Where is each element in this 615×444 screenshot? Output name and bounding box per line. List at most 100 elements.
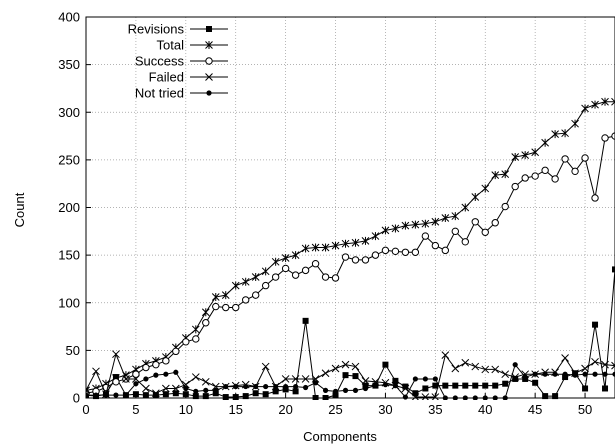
data-point bbox=[402, 383, 409, 390]
data-point bbox=[143, 376, 149, 382]
data-point bbox=[192, 393, 199, 400]
x-tick-label: 45 bbox=[528, 402, 542, 417]
data-point bbox=[601, 360, 609, 369]
y-tick-label: 200 bbox=[58, 200, 80, 215]
series-line bbox=[86, 269, 615, 399]
data-point bbox=[461, 358, 470, 367]
data-point bbox=[491, 171, 500, 180]
data-point bbox=[243, 383, 249, 390]
data-point bbox=[211, 293, 220, 302]
data-point bbox=[442, 382, 449, 389]
x-tick-label: 25 bbox=[328, 402, 342, 417]
data-point bbox=[341, 360, 350, 369]
data-point bbox=[113, 392, 119, 398]
data-point bbox=[293, 383, 299, 390]
data-point bbox=[402, 394, 408, 400]
data-point bbox=[591, 194, 599, 202]
legend-label: Success bbox=[135, 54, 185, 69]
series-success bbox=[86, 132, 615, 397]
data-point bbox=[532, 379, 539, 386]
data-point bbox=[441, 213, 450, 222]
data-point bbox=[132, 375, 140, 383]
data-point bbox=[162, 357, 170, 365]
data-point bbox=[522, 374, 528, 380]
data-point bbox=[161, 384, 170, 393]
data-point bbox=[411, 393, 420, 400]
data-point bbox=[282, 386, 289, 393]
data-point bbox=[481, 184, 490, 193]
y-tick-label: 100 bbox=[58, 295, 80, 310]
data-point bbox=[201, 308, 210, 317]
data-point bbox=[271, 257, 280, 266]
data-point bbox=[263, 383, 269, 390]
data-point bbox=[203, 387, 209, 393]
data-point bbox=[172, 347, 180, 356]
x-tick-label: 20 bbox=[278, 402, 292, 417]
data-point bbox=[311, 243, 320, 252]
series-failed bbox=[86, 350, 615, 400]
y-tick-label: 50 bbox=[66, 343, 80, 358]
legend-swatch-marker bbox=[205, 73, 213, 81]
legend-label: Failed bbox=[149, 70, 184, 85]
data-point bbox=[142, 392, 149, 399]
data-point bbox=[521, 151, 530, 160]
data-point bbox=[92, 367, 100, 376]
data-point bbox=[382, 361, 389, 368]
legend-swatch-marker bbox=[205, 41, 213, 49]
x-tick-label: 0 bbox=[82, 402, 89, 417]
data-point bbox=[612, 266, 615, 273]
x-tick-label: 30 bbox=[378, 402, 392, 417]
data-point bbox=[461, 238, 469, 246]
data-point bbox=[322, 387, 329, 393]
data-point bbox=[511, 153, 520, 162]
data-point bbox=[201, 377, 210, 386]
data-point bbox=[192, 335, 200, 343]
legend-swatch-marker bbox=[206, 90, 212, 96]
data-point bbox=[582, 385, 589, 392]
y-tick-label: 350 bbox=[58, 57, 80, 72]
data-point bbox=[171, 384, 180, 393]
data-point bbox=[352, 387, 359, 393]
data-point bbox=[552, 393, 559, 400]
data-point bbox=[142, 384, 150, 393]
data-point bbox=[502, 380, 509, 387]
data-point bbox=[302, 317, 309, 324]
data-point bbox=[142, 363, 150, 372]
data-point bbox=[132, 391, 139, 398]
data-point bbox=[381, 226, 390, 235]
legend-swatch-marker bbox=[206, 26, 212, 32]
y-tick-label: 300 bbox=[58, 105, 80, 120]
data-point bbox=[291, 251, 300, 260]
grid bbox=[86, 17, 615, 398]
data-point bbox=[261, 281, 270, 290]
data-point bbox=[581, 364, 589, 373]
data-point bbox=[103, 392, 109, 398]
data-point bbox=[86, 386, 90, 395]
x-tick-label: 15 bbox=[228, 402, 242, 417]
data-point bbox=[233, 383, 239, 390]
data-point bbox=[612, 371, 615, 377]
data-point bbox=[601, 134, 609, 142]
data-point bbox=[222, 394, 229, 400]
data-point bbox=[602, 371, 608, 377]
data-point bbox=[571, 119, 579, 128]
y-tick-label: 150 bbox=[58, 248, 80, 263]
data-point bbox=[431, 217, 440, 226]
data-point bbox=[492, 382, 499, 389]
data-point bbox=[301, 244, 310, 253]
data-point bbox=[422, 376, 428, 382]
data-point bbox=[401, 221, 410, 230]
series-line bbox=[86, 352, 615, 398]
data-point bbox=[332, 392, 339, 399]
data-point bbox=[441, 351, 450, 359]
data-point bbox=[251, 291, 260, 299]
data-point bbox=[301, 266, 310, 275]
data-point bbox=[482, 382, 489, 389]
data-point bbox=[372, 383, 379, 389]
data-point bbox=[362, 385, 369, 392]
data-point bbox=[461, 203, 470, 212]
data-point bbox=[163, 371, 169, 377]
data-point bbox=[531, 148, 540, 157]
data-point bbox=[361, 256, 370, 264]
data-point bbox=[281, 375, 290, 383]
